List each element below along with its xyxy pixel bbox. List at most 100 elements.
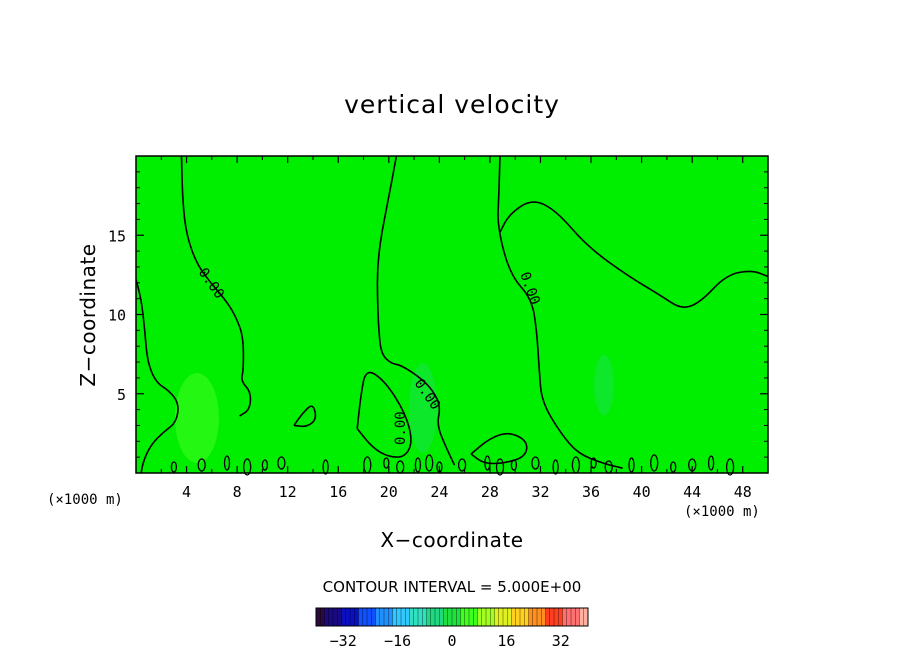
colorbar-stripe [341, 608, 347, 626]
colorbar-stripe [545, 608, 551, 626]
small-contour [670, 461, 677, 473]
colorbar-stripe [354, 608, 359, 626]
contour-line-3 [376, 155, 456, 466]
x-tick-label: 44 [683, 483, 701, 501]
small-contour [707, 455, 715, 471]
colorbar-stripe [575, 608, 580, 626]
colorbar-stripe [384, 608, 389, 626]
small-contour [322, 459, 329, 475]
colorbar-stripe [528, 608, 534, 626]
colorbar-stripe [405, 608, 410, 626]
x-tick-label: 40 [633, 483, 651, 501]
small-contour [243, 458, 252, 476]
velocity-field [136, 156, 768, 473]
colorbar-stripe [469, 608, 474, 626]
y-tick-label: 15 [108, 227, 126, 245]
contour-interval: CONTOUR INTERVAL = 5.000E+00 [323, 578, 582, 596]
x-tick-label: 32 [531, 483, 549, 501]
colorbar-ticks: −32 −16 0 16 32 [330, 632, 570, 650]
colorbar-stripe [532, 608, 538, 626]
contour-line-1 [180, 155, 252, 417]
x-unit-right: (×1000 m) [684, 504, 760, 520]
small-contour [531, 456, 540, 470]
colorbar-stripe [426, 608, 432, 626]
small-contour [495, 458, 505, 476]
colorbar-stripe [422, 608, 427, 626]
x-axis-ticks: 4 8 12 16 20 24 28 32 36 40 44 48 [160, 156, 752, 501]
chart-title: vertical velocity [344, 90, 560, 119]
x-tick-label: 8 [233, 483, 242, 501]
colorbar-stripe [571, 608, 576, 626]
colorbar-stripe [460, 608, 466, 626]
colorbar-frame [315, 607, 589, 627]
colorbar-stripe [435, 608, 440, 626]
colorbar-stripe [418, 608, 423, 626]
y-tick-label: 10 [108, 307, 126, 325]
colorbar-stripe [358, 608, 364, 626]
colorbar-stripe [324, 608, 330, 626]
x-tick-label: 16 [329, 483, 347, 501]
small-contour [628, 457, 635, 473]
field-tint-3 [594, 355, 614, 415]
colorbar-tick-label: −32 [330, 632, 357, 650]
colorbar-tick-label: 0 [447, 632, 456, 650]
colorbar-stripe [515, 608, 521, 626]
colorbar-stripe [579, 608, 585, 626]
small-contour [383, 457, 390, 469]
x-axis-label: X−coordinate [380, 528, 523, 552]
x-tick-label: 24 [430, 483, 448, 501]
colorbar-stripe [320, 608, 325, 626]
colorbar-stripe [464, 608, 470, 626]
contour-line-6 [356, 371, 412, 458]
colorbar-stripe [375, 608, 381, 626]
small-contour [457, 458, 467, 472]
y-axis-ticks: 5 10 15 [108, 171, 768, 458]
contour-line-8 [470, 432, 528, 465]
y-tick-label: 5 [117, 386, 126, 404]
small-contour [650, 454, 659, 472]
colorbar-stripe [498, 608, 504, 626]
colorbar-stripe [477, 608, 483, 626]
colorbar-stripe [388, 608, 393, 626]
colorbar-stripe [558, 608, 563, 626]
small-contour [223, 455, 231, 471]
small-contour [197, 458, 206, 472]
small-contour [590, 457, 597, 469]
colorbar-stripe [367, 608, 372, 626]
colorbar-stripe [549, 608, 555, 626]
y-axis-label: Z−coordinate [76, 243, 100, 386]
colorbar-stripe [345, 608, 351, 626]
colorbar [315, 607, 589, 627]
colorbar-stripe [443, 608, 449, 626]
x-tick-label: 48 [734, 483, 752, 501]
colorbar-stripe [371, 608, 376, 626]
colorbar-tick-label: −16 [384, 632, 411, 650]
contour-line-2 [135, 279, 179, 474]
colorbar-stripe [507, 608, 512, 626]
colorbar-stripe [447, 608, 453, 626]
colorbar-stripe [337, 608, 342, 626]
colorbar-stripe [537, 608, 542, 626]
colorbar-stripe [503, 608, 508, 626]
colorbar-stripe [396, 608, 402, 626]
small-contour [552, 459, 559, 475]
colorbar-stripe [554, 608, 559, 626]
colorbar-stripe [520, 608, 525, 626]
x-tick-label: 12 [279, 483, 297, 501]
contour-line-4 [497, 155, 623, 469]
colorbar-stripe [456, 608, 461, 626]
x-tick-label: 36 [582, 483, 600, 501]
colorbar-stripe [494, 608, 500, 626]
colorbar-stripe [583, 608, 589, 626]
colorbar-stripe [401, 608, 406, 626]
colorbar-stripe [566, 608, 572, 626]
colorbar-stripe [541, 608, 546, 626]
small-contour [170, 461, 178, 473]
x-tick-label: 20 [380, 483, 398, 501]
colorbar-stripe [486, 608, 491, 626]
colorbar-stripe [350, 608, 355, 626]
colorbar-stripe [430, 608, 436, 626]
colorbar-stripe [524, 608, 529, 626]
x-tick-label: 4 [182, 483, 191, 501]
colorbar-stripe [562, 608, 568, 626]
